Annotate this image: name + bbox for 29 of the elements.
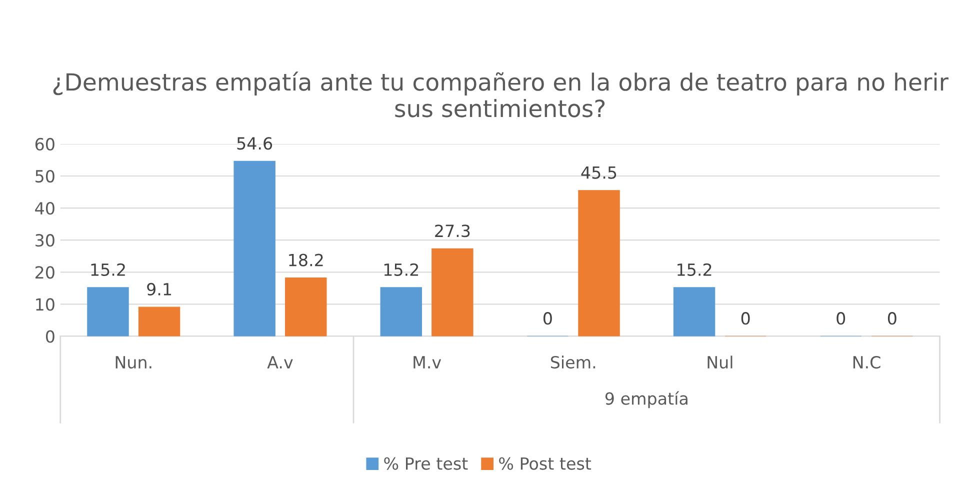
data-label: 0 (836, 312, 846, 325)
data-label: 54.6 (237, 137, 272, 150)
data-label: 18.2 (289, 254, 323, 266)
data-label: 0 (741, 312, 750, 325)
y-tick-label: 10 (36, 298, 54, 311)
y-tick-label: 30 (36, 234, 54, 247)
data-label: 45.5 (581, 166, 616, 179)
data-label: 15.2 (91, 263, 125, 276)
data-label: 15.2 (384, 263, 418, 276)
x-tick-label: A.v (267, 356, 293, 368)
data-label: 15.2 (678, 263, 712, 276)
y-tick-label: 50 (36, 170, 54, 183)
x-tick-label: M.v (414, 356, 442, 368)
y-tick-label: 40 (35, 202, 54, 215)
chart-title: ¿Demuestras empatía ante tu compañero en la obra de teatro para no herir sus sentimientos? (53, 72, 948, 118)
y-tick-label: 0 (46, 330, 54, 343)
y-tick-label: 60 (35, 138, 54, 151)
text: 9 empatía (605, 391, 688, 408)
data-label: 27.3 (435, 224, 470, 238)
data-label: 0 (888, 312, 896, 325)
data-label: 0 (544, 312, 552, 325)
legend-label: % Pre test (384, 457, 468, 470)
x-tick-label: Nul (708, 356, 732, 369)
x-tick-label: Nun. (116, 356, 152, 369)
data-label: 9.1 (147, 282, 172, 296)
y-tick-label: 20 (36, 266, 54, 279)
x-tick-label: Siem. (550, 356, 596, 369)
x-tick-label: N.C (853, 356, 880, 369)
legend-label: % Post test (499, 457, 592, 470)
